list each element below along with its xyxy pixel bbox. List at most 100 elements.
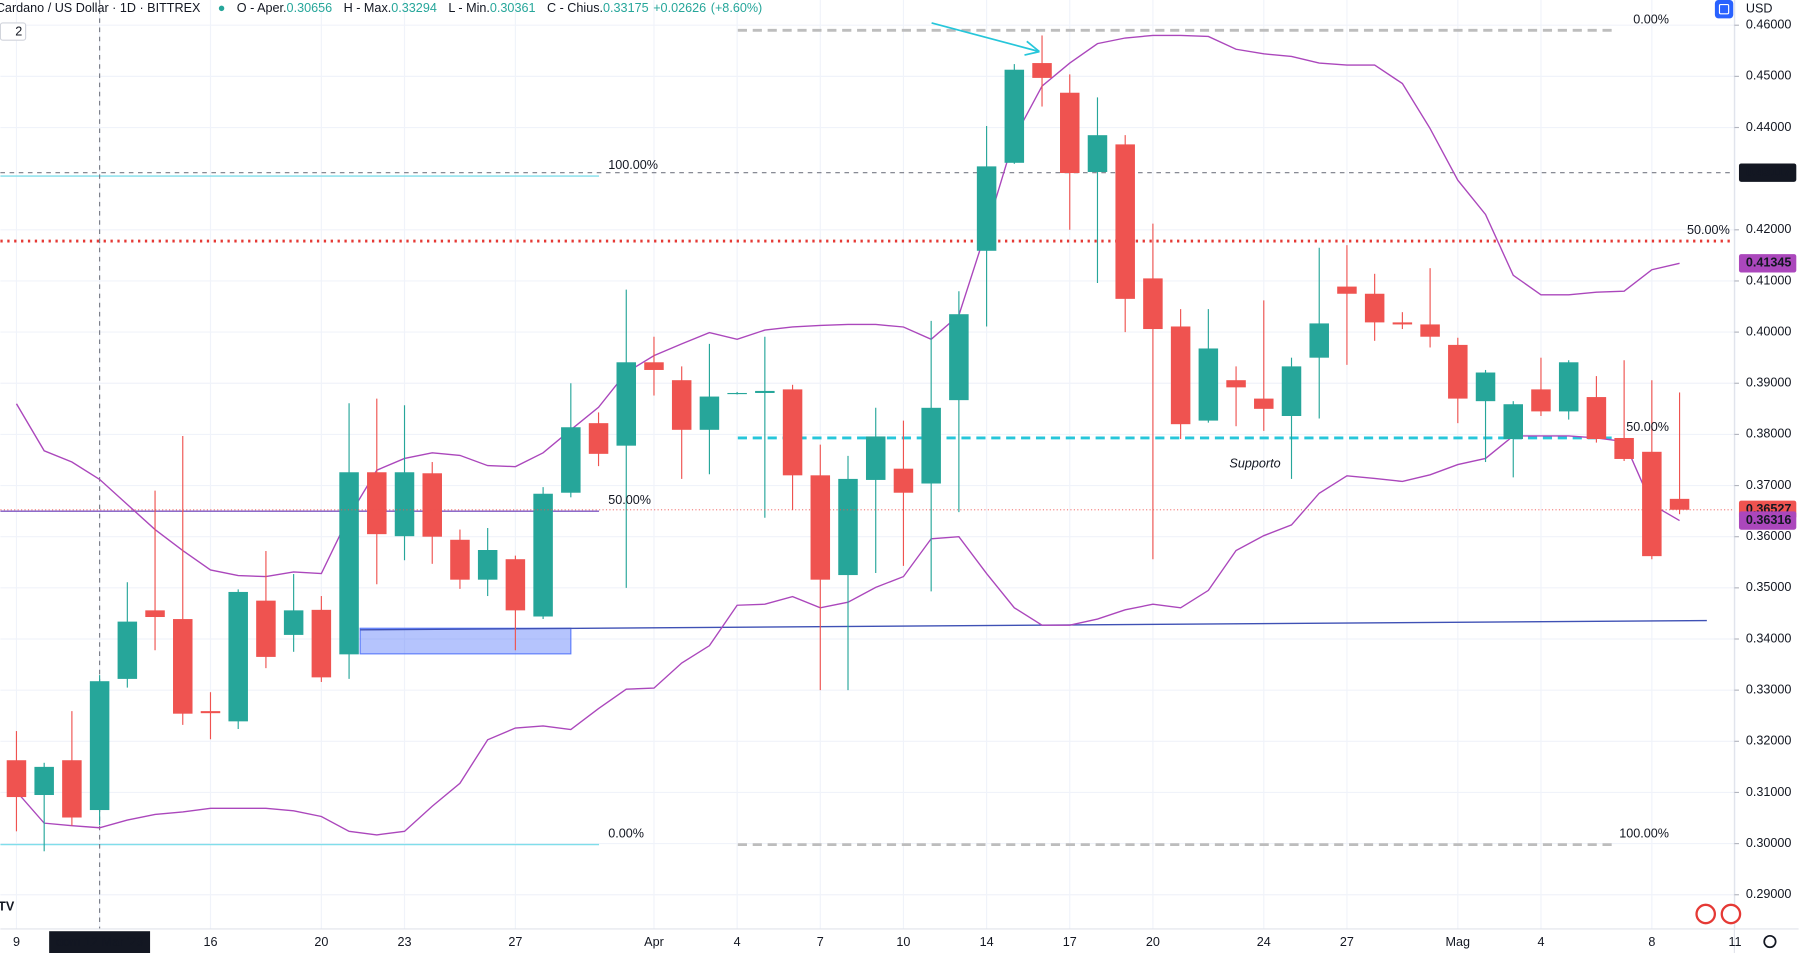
level-label: 50.00% <box>1687 223 1730 237</box>
candle-body <box>1503 404 1523 440</box>
candle-body <box>117 621 138 679</box>
y-tick-label: 0.34000 <box>1746 631 1792 645</box>
flag-icon <box>1695 903 1717 925</box>
candle-body <box>256 600 276 657</box>
candle-body <box>865 436 886 480</box>
x-tick-label: 10 <box>896 935 910 949</box>
flag-icon <box>1720 903 1742 925</box>
candle-body <box>505 559 526 611</box>
plot <box>0 0 1735 929</box>
candle-body <box>1309 323 1329 358</box>
candle-body <box>1642 451 1662 557</box>
price-label-box <box>1738 254 1797 273</box>
candle-body <box>644 362 664 370</box>
candle-body <box>477 550 498 580</box>
level-label: 0.00% <box>1633 12 1669 26</box>
indicator-toggle[interactable] <box>0 22 27 41</box>
candle-body <box>422 473 442 537</box>
candle-body <box>838 478 858 576</box>
y-tick-label: 0.44000 <box>1746 120 1792 134</box>
candle-body <box>1586 397 1607 440</box>
candle-body <box>1337 286 1357 294</box>
candle-body <box>1170 326 1191 425</box>
candle-body <box>1420 324 1440 337</box>
x-tick-label: 23 <box>397 935 411 949</box>
y-tick-label: 0.42000 <box>1746 222 1792 236</box>
y-tick-label: 0.38000 <box>1746 427 1792 441</box>
candle-body <box>1032 63 1052 78</box>
legend-label: C - Chius. <box>547 2 603 16</box>
gear-icon[interactable] <box>1763 934 1777 949</box>
candle-body <box>893 468 914 493</box>
x-tick-label: 27 <box>1340 935 1354 949</box>
trend-line <box>360 619 1707 631</box>
candle-body <box>1198 348 1219 421</box>
title: Cardano / US Dollar · 1D · BITTREX <box>0 2 201 16</box>
x-tick-label: 4 <box>1537 935 1544 949</box>
candle-body <box>1143 278 1163 330</box>
x-tick-label: Mag <box>1446 935 1471 949</box>
crosshair-date-box <box>49 931 151 953</box>
candle-body <box>1226 380 1246 388</box>
legend-label: H - Max. <box>344 2 392 16</box>
settings-button[interactable] <box>1714 0 1734 19</box>
y-tick-label: 0.40000 <box>1746 324 1792 338</box>
candle-body <box>62 760 82 818</box>
candle-body <box>921 407 941 484</box>
candle-body <box>200 711 221 714</box>
x-tick-label: 27 <box>508 935 522 949</box>
level-label: 100.00% <box>608 158 658 172</box>
candle-body <box>561 427 581 493</box>
candle-body <box>367 472 387 535</box>
candle-body <box>450 539 470 580</box>
candle-body <box>1254 398 1274 409</box>
candle-body <box>616 362 637 446</box>
candle-body <box>1115 144 1135 299</box>
candle-body <box>1004 69 1025 163</box>
candle-body <box>311 609 332 678</box>
candle-body <box>810 475 831 580</box>
candle-body <box>173 619 193 714</box>
y-tick-label: 0.30000 <box>1746 836 1792 850</box>
arrow-head <box>1024 40 1040 56</box>
annotation: Supporto <box>1229 457 1280 471</box>
y-tick-label: 0.32000 <box>1746 734 1792 748</box>
x-tick-label: 17 <box>1063 935 1077 949</box>
candle-body <box>588 423 609 454</box>
x-tick-label: 20 <box>1146 935 1160 949</box>
change: +0.02626 <box>653 2 706 16</box>
candle-body <box>949 314 969 401</box>
change-pct: (+8.60%) <box>711 2 763 16</box>
candle-body <box>6 760 27 798</box>
candle-body <box>89 681 110 811</box>
y-tick-label: 0.46000 <box>1746 18 1792 32</box>
y-tick-label: 0.36000 <box>1746 529 1792 543</box>
candle-body <box>1614 437 1634 459</box>
x-tick-label: 11 <box>1728 935 1741 949</box>
x-tick-label: 20 <box>314 935 328 949</box>
legend-label: O - Aper. <box>237 2 287 16</box>
candle-body <box>782 389 803 476</box>
candle-body <box>1060 92 1080 174</box>
candle-body <box>727 392 747 395</box>
candle-body <box>1558 362 1579 412</box>
candle-body <box>976 166 997 251</box>
y-tick-label: 0.33000 <box>1746 682 1792 696</box>
y-tick-label: 0.45000 <box>1746 69 1792 83</box>
y-tick-label: 0.35000 <box>1746 580 1792 594</box>
y-tick-label: 0.29000 <box>1746 887 1792 901</box>
candle-body <box>283 610 304 635</box>
logo: TV <box>0 899 15 913</box>
candle-body <box>1448 344 1468 399</box>
level-label: 100.00% <box>1619 827 1669 841</box>
legend-value: 0.30361 <box>490 2 536 16</box>
candle-body <box>1669 498 1690 510</box>
level-label: 50.00% <box>608 493 651 507</box>
legend-value: 0.33294 <box>391 2 437 16</box>
legend: Cardano / US Dollar · 1D · BITTREX ● O - … <box>0 2 762 16</box>
candle-body <box>394 472 415 537</box>
x-tick-label: 7 <box>817 935 824 949</box>
level-label: 0.00% <box>608 827 644 841</box>
band-line <box>15 34 1680 578</box>
